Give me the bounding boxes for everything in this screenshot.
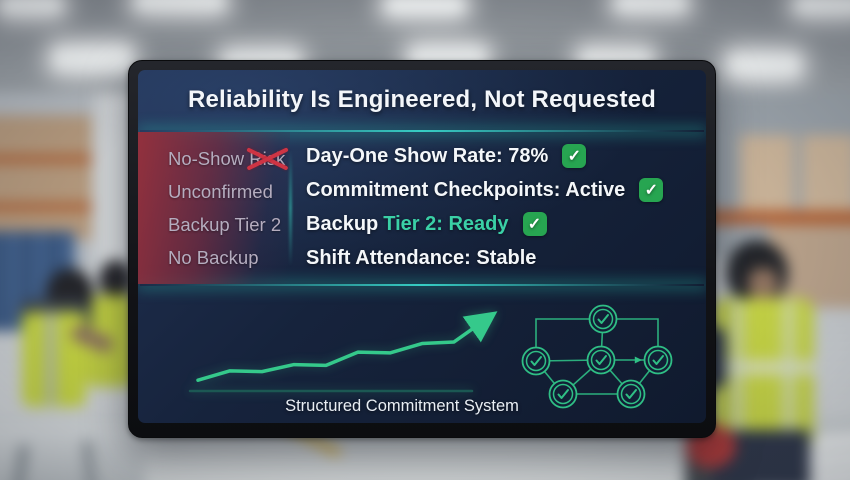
right-rack-beam (703, 211, 850, 224)
check-icon: ✓ (562, 144, 587, 168)
comparison-section: No-Show Risk Unconfirmed Backup Tier 2 No B… (138, 132, 706, 284)
ceiling-light (385, 0, 465, 13)
risk-item: Unconfirmed (168, 181, 273, 202)
worker-left-back-head (99, 260, 133, 300)
left-shelf-boxes (0, 115, 97, 240)
red-x-icon: Risk (249, 142, 285, 175)
checkpoint-node-mid-right (643, 345, 673, 375)
status-accent-text: Tier 2: Ready (383, 212, 509, 235)
teal-divider-bottom (140, 284, 704, 286)
checkpoint-flowchart (521, 304, 673, 409)
checkpoint-node-bottom-left (548, 379, 578, 409)
risk-item: Backup Tier 2 (168, 214, 282, 235)
status-item: Day-One Show Rate: 78% ✓ (306, 139, 706, 173)
vest-stripe (782, 301, 796, 446)
ceiling-light (0, 0, 62, 13)
risk-item: No Backup (168, 247, 259, 268)
chart-caption: Structured Commitment System (285, 397, 519, 415)
status-item: Shift Attendance: Stable (306, 246, 537, 269)
teal-divider-top (140, 130, 704, 132)
vest-stripe (45, 313, 56, 405)
checkpoint-node-top (588, 304, 618, 334)
ceiling-light (728, 54, 800, 76)
ceiling-light (795, 0, 850, 13)
vest-stripe (712, 360, 814, 375)
risk-item: No-Show Risk (168, 142, 290, 175)
visuals-section: Structured Commitment System (138, 286, 706, 423)
ceiling-light (53, 47, 131, 70)
checkpoint-node-mid-center (586, 345, 616, 375)
page-title: Reliability Is Engineered, Not Requested (187, 86, 657, 113)
checkpoint-node-bottom-right (616, 379, 646, 409)
status-item: Backup Tier 2: Ready ✓ (306, 207, 706, 241)
title-bar: Reliability Is Engineered, Not Requested (138, 70, 706, 130)
risk-column: No-Show Risk Unconfirmed Backup Tier 2 No B… (138, 132, 290, 284)
ceiling-light (615, 0, 687, 11)
status-column: Day-One Show Rate: 78% ✓ Commitment Checkp… (290, 132, 706, 284)
right-shelf-boxes (740, 135, 850, 219)
check-icon: ✓ (522, 212, 547, 236)
status-item: Commitment Checkpoints: Active ✓ (306, 173, 706, 207)
trend-line-chart (188, 311, 498, 393)
check-icon: ✓ (639, 178, 664, 202)
slide-panel: Reliability Is Engineered, Not Requested… (138, 70, 706, 423)
vest-stripe (730, 301, 744, 446)
worker-right-face (748, 268, 778, 300)
checkpoint-node-mid-left (521, 346, 551, 376)
ceiling-light (135, 0, 225, 10)
monitor-frame: Reliability Is Engineered, Not Requested… (128, 60, 716, 438)
